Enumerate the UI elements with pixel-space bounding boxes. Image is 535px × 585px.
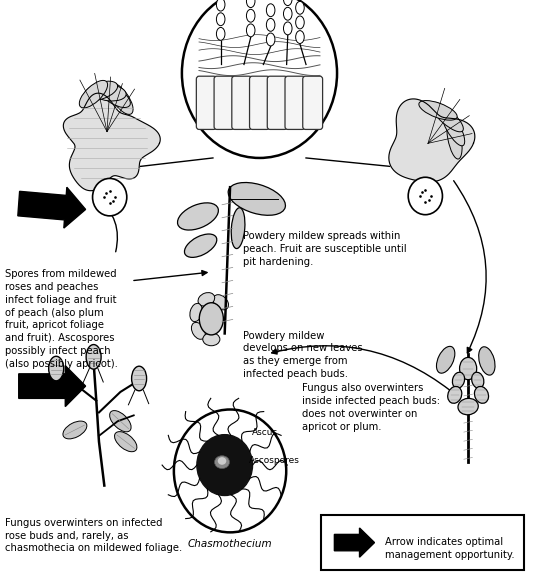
Circle shape	[182, 0, 337, 158]
Text: Ascus: Ascus	[251, 428, 278, 437]
Circle shape	[197, 435, 253, 495]
Ellipse shape	[216, 13, 225, 26]
Ellipse shape	[199, 303, 224, 335]
Ellipse shape	[284, 0, 292, 6]
Ellipse shape	[192, 322, 205, 339]
Text: Ascospores: Ascospores	[249, 456, 300, 465]
FancyBboxPatch shape	[321, 515, 524, 570]
Ellipse shape	[479, 347, 495, 375]
Ellipse shape	[266, 33, 275, 46]
Circle shape	[93, 178, 127, 216]
Ellipse shape	[448, 387, 462, 403]
Ellipse shape	[84, 81, 118, 101]
Ellipse shape	[216, 0, 225, 11]
Ellipse shape	[296, 30, 304, 43]
Ellipse shape	[215, 456, 230, 469]
Ellipse shape	[91, 84, 126, 101]
Ellipse shape	[110, 411, 131, 432]
Ellipse shape	[132, 366, 147, 391]
Ellipse shape	[460, 357, 477, 380]
FancyBboxPatch shape	[196, 76, 216, 129]
FancyArrow shape	[19, 366, 86, 407]
Text: Chasmothecium: Chasmothecium	[188, 539, 272, 549]
Ellipse shape	[247, 0, 255, 8]
Text: Powdery mildew spreads within
peach. Fruit are susceptible until
pit hardening.: Powdery mildew spreads within peach. Fru…	[243, 231, 407, 267]
FancyBboxPatch shape	[249, 76, 270, 129]
Ellipse shape	[437, 346, 455, 373]
FancyArrow shape	[18, 187, 86, 228]
Ellipse shape	[419, 101, 457, 120]
FancyBboxPatch shape	[232, 76, 251, 129]
Ellipse shape	[247, 9, 255, 22]
Ellipse shape	[284, 22, 292, 35]
Text: Spores from mildewed
roses and peaches
infect foliage and fruit
of peach (also p: Spores from mildewed roses and peaches i…	[5, 269, 118, 369]
Ellipse shape	[296, 16, 304, 29]
FancyBboxPatch shape	[214, 76, 234, 129]
Ellipse shape	[86, 345, 101, 369]
Ellipse shape	[216, 27, 225, 40]
Ellipse shape	[79, 80, 108, 108]
Ellipse shape	[231, 208, 245, 249]
Circle shape	[174, 410, 286, 532]
Ellipse shape	[213, 295, 228, 310]
Ellipse shape	[203, 333, 220, 346]
Ellipse shape	[247, 24, 255, 37]
Ellipse shape	[99, 84, 131, 108]
Text: Powdery mildew
develops on new leaves
as they emerge from
infected peach buds.: Powdery mildew develops on new leaves as…	[243, 331, 363, 379]
FancyBboxPatch shape	[303, 76, 323, 129]
Ellipse shape	[458, 398, 478, 415]
Ellipse shape	[114, 432, 137, 452]
Text: Fungus also overwinters
inside infected peach buds:
does not overwinter on
apric: Fungus also overwinters inside infected …	[302, 383, 440, 432]
Ellipse shape	[198, 292, 215, 306]
Ellipse shape	[109, 83, 133, 115]
Text: Arrow indicates optimal
management opportunity.: Arrow indicates optimal management oppor…	[385, 537, 515, 560]
Circle shape	[408, 177, 442, 215]
Ellipse shape	[441, 108, 465, 146]
Ellipse shape	[431, 102, 463, 132]
Polygon shape	[389, 99, 475, 182]
Ellipse shape	[185, 234, 217, 257]
Polygon shape	[63, 93, 160, 191]
Ellipse shape	[49, 356, 64, 381]
Text: Fungus overwinters on infected
rose buds and, rarely, as
chasmothecia on mildewe: Fungus overwinters on infected rose buds…	[5, 518, 182, 553]
Ellipse shape	[178, 203, 218, 230]
Ellipse shape	[447, 116, 462, 159]
Ellipse shape	[266, 4, 275, 16]
FancyBboxPatch shape	[268, 76, 287, 129]
Ellipse shape	[284, 8, 292, 20]
FancyBboxPatch shape	[285, 76, 305, 129]
Ellipse shape	[63, 421, 87, 439]
FancyArrow shape	[334, 528, 374, 557]
Ellipse shape	[266, 18, 275, 31]
Ellipse shape	[453, 372, 464, 388]
Ellipse shape	[218, 457, 226, 464]
Ellipse shape	[296, 1, 304, 14]
Ellipse shape	[475, 387, 488, 403]
Ellipse shape	[228, 183, 286, 215]
Ellipse shape	[472, 372, 484, 388]
Ellipse shape	[190, 304, 202, 322]
